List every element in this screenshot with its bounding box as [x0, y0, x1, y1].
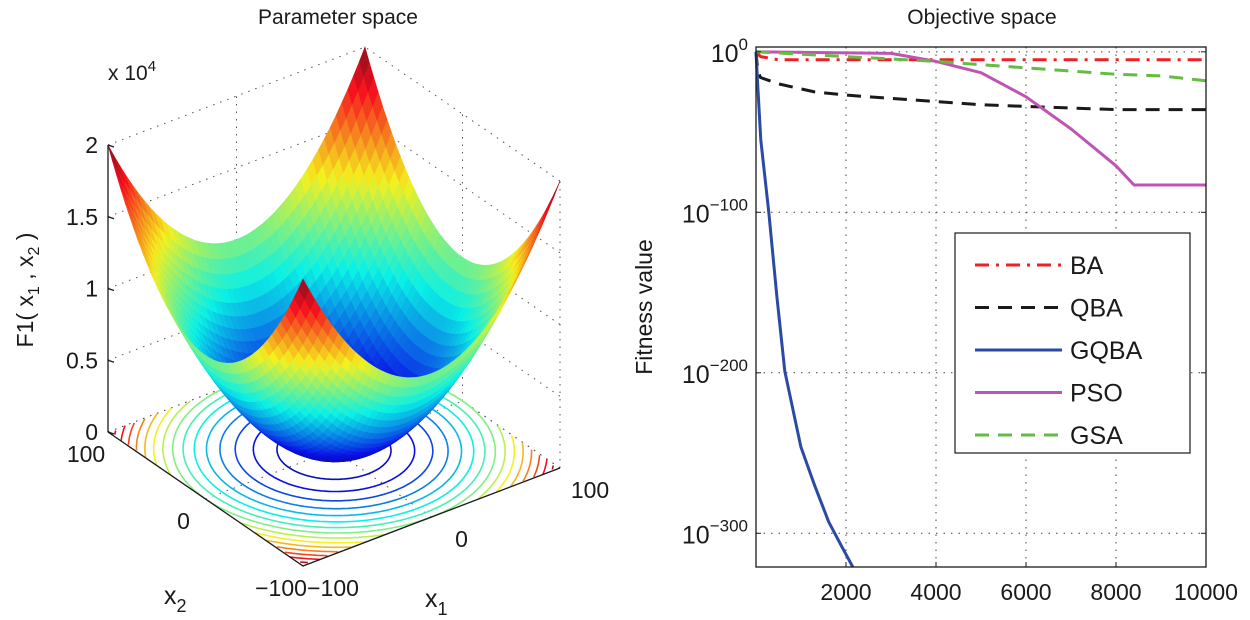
- z-exponent-label: x 104: [108, 58, 156, 85]
- series-line-ba: [754, 50, 1206, 62]
- contour-line: [510, 442, 524, 487]
- x2-tick-label: 0: [177, 508, 190, 534]
- z-tick: [107, 431, 115, 435]
- floor-gridline: [107, 333, 366, 433]
- plot-frame: [755, 46, 1207, 568]
- y-tick-exponent: −100: [710, 195, 748, 214]
- y-tick-label: 10−100: [682, 195, 748, 228]
- legend-label: GSA: [1070, 422, 1123, 450]
- z-tick-label: 1.5: [66, 204, 98, 230]
- contour-line: [532, 455, 541, 478]
- contour-line: [266, 539, 352, 549]
- axes: 2000 4000 6000 8000 10000 100 10−100 10−200 10−3…: [682, 35, 1238, 605]
- y-tick-exponent: −300: [710, 516, 748, 535]
- z-tick: [107, 287, 115, 292]
- x-tick-label: 8000: [1090, 579, 1141, 605]
- contour-line: [477, 425, 506, 500]
- contour-line: [522, 449, 533, 482]
- surface-patch: [298, 278, 310, 300]
- contour-line: [144, 413, 158, 458]
- y-tick-exponent: 0: [739, 35, 748, 54]
- legend: BA QBA GQBA PSO GSA: [954, 232, 1191, 454]
- contour-line: [542, 459, 548, 475]
- series-line-pso: [755, 50, 1206, 187]
- contour-line: [120, 425, 126, 441]
- legend-label: PSO: [1070, 380, 1123, 408]
- x-tick-label: 10000: [1174, 579, 1238, 605]
- z-tick: [107, 359, 115, 363]
- contour-line: [290, 556, 320, 561]
- legend-label: GQBA: [1070, 337, 1143, 365]
- convergence-title: Objective space: [907, 6, 1056, 29]
- x2-tick-label: −100: [255, 575, 307, 601]
- series-line-gqba: [754, 51, 855, 568]
- contour-line: [113, 430, 117, 435]
- legend-label: BA: [1070, 252, 1104, 280]
- z-tick: [107, 144, 115, 148]
- contour-line: [495, 434, 516, 493]
- contour-line: [551, 465, 555, 470]
- y-tick-label: 100: [711, 35, 748, 68]
- z-tick-label: 0.5: [66, 347, 98, 373]
- z-axis-label: F1( x1 , x2 ): [12, 233, 43, 348]
- z-tick: [107, 216, 115, 220]
- contour-line: [135, 418, 146, 451]
- x1-tick-label: 100: [571, 477, 609, 503]
- surface-plot: Parameter space 0 0.5 1 1.5 2 100 −100 0 0 −100 10…: [12, 6, 609, 619]
- contour-line: [162, 400, 191, 475]
- y-tick-label: 10−200: [682, 356, 748, 389]
- x-tick-label: 2000: [820, 579, 871, 605]
- z-tick-label: 1: [85, 276, 98, 302]
- floor-gridline: [205, 400, 463, 500]
- z-tick-label: 2: [85, 132, 98, 158]
- x-tick-label: 4000: [910, 579, 961, 605]
- contour-line: [127, 422, 136, 445]
- y-tick-label: 10−300: [682, 516, 748, 549]
- series-lines: [754, 50, 1207, 568]
- x1-tick-label: 0: [455, 526, 468, 552]
- y-axis-label: Fitness value: [631, 239, 657, 375]
- base-axis-lines: [107, 431, 561, 567]
- surface-mesh: [107, 46, 561, 463]
- contour-line: [300, 561, 308, 564]
- series-line-gsa: [755, 50, 1207, 83]
- surface-axes: 0 0.5 1 1.5 2 100 −100 0 0 −100 100: [66, 132, 609, 601]
- legend-box: [954, 232, 1191, 454]
- convergence-plot: Objective space 2000 4000 6000 8000 10000 100…: [631, 6, 1238, 605]
- x-tick-label: 6000: [1000, 579, 1051, 605]
- surface-title: Parameter space: [258, 6, 418, 29]
- surface-patch: [107, 144, 119, 172]
- x1-axis-label: x1: [425, 585, 448, 619]
- x2-axis-label: x2: [164, 582, 187, 616]
- contour-line: [255, 532, 366, 544]
- contour-line: [276, 546, 339, 553]
- x2-tick-label: 100: [67, 441, 105, 467]
- x1-tick-label: −100: [307, 575, 359, 601]
- legend-label: QBA: [1070, 295, 1123, 323]
- contour-line: [241, 522, 385, 539]
- z-tick-label: 0: [85, 419, 98, 445]
- y-tick-exponent: −200: [710, 356, 748, 375]
- contour-line: [152, 407, 173, 466]
- contour-line: [284, 551, 328, 557]
